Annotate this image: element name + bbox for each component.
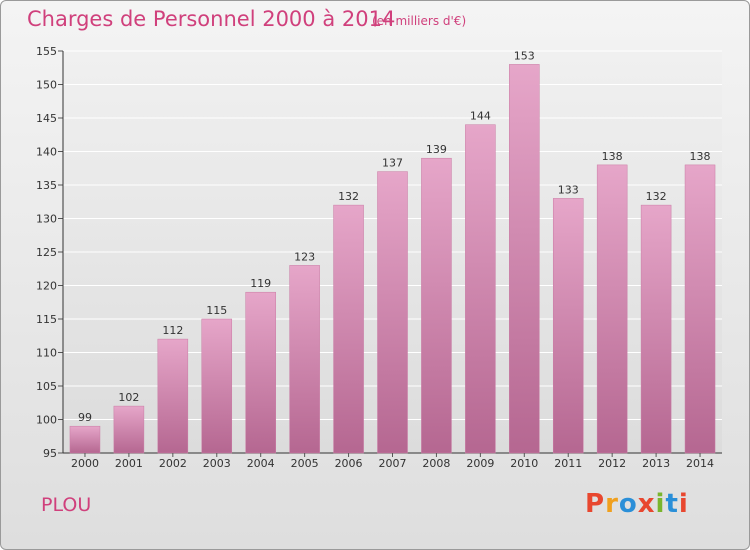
logo-letter: P xyxy=(585,489,606,519)
bar xyxy=(552,198,584,454)
bar xyxy=(465,124,496,454)
commune-name: PLOU xyxy=(41,494,92,516)
logo-letter: i xyxy=(678,489,689,519)
x-tick-label: 2003 xyxy=(203,457,231,470)
y-tick-label: 105 xyxy=(36,380,57,393)
proxiti-logo[interactable]: Proxiti xyxy=(585,489,689,519)
data-label: 132 xyxy=(646,190,667,203)
data-label: 138 xyxy=(690,150,711,163)
y-tick-label: 130 xyxy=(36,213,57,226)
data-label: 138 xyxy=(602,150,623,163)
x-tick-label: 2004 xyxy=(247,457,275,470)
bar xyxy=(596,164,628,454)
y-tick-label: 145 xyxy=(36,112,57,125)
bar xyxy=(245,291,276,454)
data-label: 133 xyxy=(558,183,579,196)
data-label: 119 xyxy=(250,277,271,290)
y-tick-label: 120 xyxy=(36,280,57,293)
x-tick-label: 2011 xyxy=(554,457,582,470)
data-label: 99 xyxy=(78,411,92,424)
y-tick-label: 155 xyxy=(36,45,57,58)
bar xyxy=(509,64,540,454)
logo-letter: i xyxy=(655,489,666,519)
y-tick-label: 110 xyxy=(36,347,57,360)
y-tick-label: 140 xyxy=(36,146,57,159)
logo-letter: x xyxy=(637,489,656,519)
data-label: 139 xyxy=(426,143,447,156)
x-tick-label: 2009 xyxy=(466,457,494,470)
y-tick-label: 115 xyxy=(36,313,57,326)
logo-letter: r xyxy=(605,489,619,519)
x-tick-label: 2001 xyxy=(115,457,143,470)
x-tick-label: 2014 xyxy=(686,457,714,470)
data-label: 153 xyxy=(514,49,535,62)
x-tick-label: 2007 xyxy=(379,457,407,470)
x-tick-label: 2008 xyxy=(422,457,450,470)
bar xyxy=(333,204,364,454)
data-label: 123 xyxy=(294,250,315,263)
bar xyxy=(113,405,145,454)
x-tick-label: 2002 xyxy=(159,457,187,470)
data-label: 144 xyxy=(470,110,491,123)
x-tick-label: 2010 xyxy=(510,457,538,470)
bar xyxy=(157,338,189,454)
chart-title: Charges de Personnel 2000 à 2014 xyxy=(27,7,396,31)
data-label: 115 xyxy=(206,304,227,317)
bar xyxy=(69,425,101,454)
x-tick-label: 2006 xyxy=(335,457,363,470)
bar xyxy=(640,204,672,454)
data-label: 132 xyxy=(338,190,359,203)
chart-subtitle: (en milliers d'€) xyxy=(372,14,467,28)
data-label: 137 xyxy=(382,157,403,170)
y-tick-label: 135 xyxy=(36,179,57,192)
data-label: 102 xyxy=(118,391,139,404)
bar xyxy=(289,265,320,454)
data-label: 112 xyxy=(162,324,183,337)
bar xyxy=(201,318,233,454)
x-tick-label: 2005 xyxy=(291,457,319,470)
logo-letter: o xyxy=(618,489,638,519)
y-tick-label: 100 xyxy=(36,414,57,427)
y-tick-label: 125 xyxy=(36,246,57,259)
x-tick-label: 2012 xyxy=(598,457,626,470)
x-tick-label: 2013 xyxy=(642,457,670,470)
bar xyxy=(684,164,716,454)
bar xyxy=(377,171,408,454)
logo-letter: t xyxy=(665,489,679,519)
x-tick-label: 2000 xyxy=(71,457,99,470)
y-tick-label: 150 xyxy=(36,79,57,92)
y-tick-label: 95 xyxy=(43,447,57,460)
bar xyxy=(421,157,452,454)
